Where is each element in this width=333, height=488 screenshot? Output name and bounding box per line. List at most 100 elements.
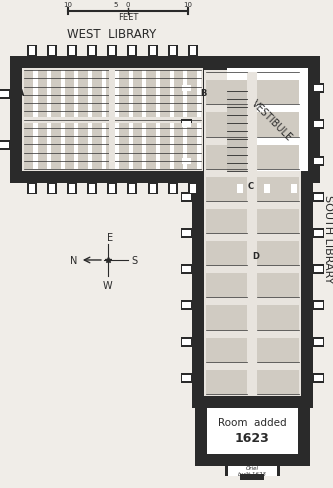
Bar	[130, 47, 136, 56]
Bar	[262, 183, 272, 195]
Bar	[313, 264, 324, 275]
Text: S: S	[131, 255, 137, 265]
Bar	[108, 46, 118, 57]
Bar	[27, 183, 37, 195]
Bar	[24, 123, 34, 170]
Bar	[206, 113, 247, 137]
Bar	[156, 123, 160, 170]
Bar	[168, 46, 178, 57]
Bar	[49, 47, 55, 56]
Bar	[257, 242, 299, 265]
Bar	[88, 71, 92, 118]
Bar	[206, 242, 247, 265]
Bar	[182, 194, 191, 201]
Bar	[173, 123, 183, 170]
Bar	[38, 123, 47, 170]
Text: E: E	[107, 232, 113, 243]
Bar	[206, 81, 247, 105]
Bar	[49, 184, 55, 194]
Text: Oriel
built 1623: Oriel built 1623	[238, 466, 266, 476]
Bar	[119, 71, 129, 118]
Bar	[29, 184, 35, 194]
Bar	[207, 408, 298, 454]
Bar	[181, 228, 192, 239]
Bar	[313, 228, 324, 239]
Bar	[291, 184, 297, 194]
Bar	[181, 156, 192, 166]
Bar	[51, 123, 61, 170]
Bar	[182, 266, 191, 273]
Bar	[150, 47, 156, 56]
Bar	[181, 120, 192, 130]
Bar	[313, 120, 324, 130]
Bar	[34, 123, 38, 170]
Bar	[228, 466, 277, 476]
Bar	[67, 46, 77, 57]
Bar	[168, 183, 178, 195]
Bar	[182, 86, 191, 92]
Bar	[170, 184, 176, 194]
Bar	[182, 158, 191, 164]
Bar	[225, 464, 280, 476]
Bar	[87, 183, 97, 195]
Bar	[133, 71, 142, 118]
Bar	[181, 301, 192, 311]
Bar	[314, 375, 323, 381]
Bar	[314, 303, 323, 309]
Bar	[195, 396, 310, 466]
Bar	[169, 71, 173, 118]
Bar	[240, 474, 264, 480]
Bar	[313, 337, 324, 347]
Bar	[29, 47, 35, 56]
Bar	[314, 266, 323, 273]
Bar	[182, 122, 191, 128]
Bar	[313, 373, 324, 383]
Text: D: D	[252, 251, 259, 261]
Bar	[313, 84, 324, 94]
Bar	[22, 69, 203, 172]
Text: N: N	[70, 255, 77, 265]
Bar	[69, 184, 75, 194]
Bar	[148, 183, 158, 195]
Bar	[314, 230, 323, 237]
Text: C: C	[248, 182, 254, 191]
Bar	[160, 123, 169, 170]
Text: A: A	[18, 89, 25, 98]
Bar	[206, 145, 247, 169]
Bar	[257, 306, 299, 330]
Bar	[187, 123, 197, 170]
Bar	[257, 370, 299, 394]
Bar	[67, 183, 77, 195]
Bar	[203, 57, 215, 183]
Bar	[128, 183, 138, 195]
Bar	[142, 123, 147, 170]
Bar	[74, 123, 78, 170]
Bar	[110, 184, 116, 194]
Bar	[313, 192, 324, 203]
Bar	[314, 194, 323, 201]
Bar	[128, 46, 138, 57]
Bar	[0, 143, 9, 149]
Bar	[61, 71, 65, 118]
Bar	[188, 183, 198, 195]
Text: 0: 0	[126, 2, 130, 8]
Bar	[169, 123, 173, 170]
Bar	[181, 264, 192, 275]
Bar	[235, 183, 245, 195]
Bar	[142, 71, 147, 118]
Bar	[89, 184, 95, 194]
Bar	[314, 158, 323, 164]
Bar	[10, 57, 215, 183]
Bar	[0, 141, 10, 151]
Bar	[181, 84, 192, 94]
Bar	[34, 71, 38, 118]
Bar	[110, 47, 116, 56]
Bar	[27, 46, 37, 57]
Bar	[192, 59, 313, 408]
Bar	[133, 123, 142, 170]
Bar	[181, 373, 192, 383]
Bar	[187, 71, 197, 118]
Bar	[257, 145, 299, 169]
Bar	[264, 184, 270, 194]
Bar	[47, 183, 57, 195]
